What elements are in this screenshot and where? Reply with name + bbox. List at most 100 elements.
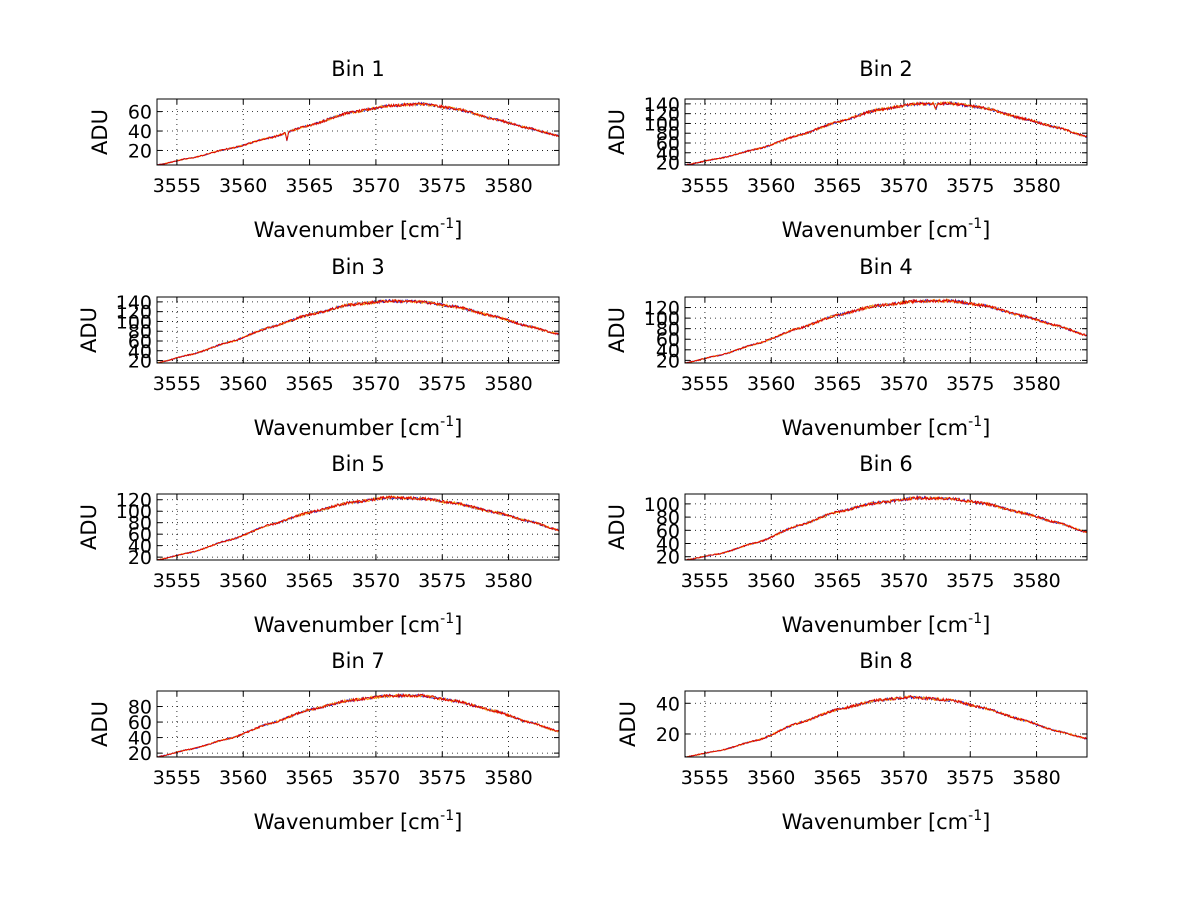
x-tick-label: 3575 bbox=[418, 373, 466, 395]
chart-title: Bin 8 bbox=[859, 649, 913, 673]
x-axis-label-suffix: ] bbox=[982, 613, 990, 637]
x-tick-label: 3565 bbox=[813, 570, 861, 592]
x-tick-label: 3580 bbox=[1012, 373, 1060, 395]
x-tick-label: 3570 bbox=[352, 570, 400, 592]
y-axis-label: ADU bbox=[77, 307, 101, 353]
y-tick-label: 40 bbox=[128, 728, 152, 750]
x-tick-label: 3565 bbox=[285, 767, 333, 789]
y-tick-label: 140 bbox=[116, 292, 152, 314]
axes-frame bbox=[684, 98, 1088, 166]
y-tick-label: 120 bbox=[116, 490, 152, 512]
chart-title: Bin 1 bbox=[331, 57, 385, 81]
y-tick-label: 80 bbox=[128, 697, 152, 719]
x-tick-label: 3555 bbox=[681, 373, 729, 395]
x-axis-label: Wavenumber [cm-1] bbox=[254, 414, 463, 440]
x-tick-label: 3580 bbox=[1012, 570, 1060, 592]
x-tick-label: 3555 bbox=[681, 175, 729, 197]
y-axis-label: ADU bbox=[88, 109, 112, 155]
x-tick-label: 3560 bbox=[747, 373, 795, 395]
spectrum-line-red bbox=[684, 495, 1088, 561]
x-tick-label: 3575 bbox=[946, 767, 994, 789]
y-tick-label: 20 bbox=[656, 153, 680, 175]
x-tick-label: 3575 bbox=[418, 175, 466, 197]
x-axis-label-suffix: ] bbox=[454, 218, 462, 242]
x-tick-label: 3580 bbox=[1012, 175, 1060, 197]
x-axis-label-suffix: ] bbox=[982, 810, 990, 834]
y-tick-label: 40 bbox=[656, 340, 680, 362]
y-tick-label: 20 bbox=[128, 743, 152, 765]
axes-frame bbox=[684, 493, 1088, 561]
axes-frame bbox=[156, 690, 560, 758]
x-axis-label-main: Wavenumber [cm bbox=[254, 218, 440, 242]
x-axis-label-main: Wavenumber [cm bbox=[782, 810, 968, 834]
spectrum-line-red bbox=[684, 100, 1088, 166]
x-axis-label-main: Wavenumber [cm bbox=[254, 613, 440, 637]
y-tick-label: 40 bbox=[656, 693, 680, 715]
axes-frame bbox=[684, 296, 1088, 364]
y-tick-label: 40 bbox=[128, 121, 152, 143]
y-tick-label: 60 bbox=[128, 524, 152, 546]
x-axis-label-superscript: -1 bbox=[968, 414, 982, 430]
y-axis-label: ADU bbox=[88, 701, 112, 747]
x-axis-label: Wavenumber [cm-1] bbox=[782, 808, 991, 834]
spectrum-line-red bbox=[156, 102, 560, 166]
y-tick-label: 20 bbox=[656, 350, 680, 372]
x-tick-label: 3555 bbox=[681, 570, 729, 592]
x-tick-label: 3570 bbox=[880, 570, 928, 592]
y-axis-label: ADU bbox=[605, 307, 629, 353]
x-axis-label: Wavenumber [cm-1] bbox=[782, 216, 991, 242]
x-axis-label-superscript: -1 bbox=[968, 808, 982, 824]
y-tick-label: 80 bbox=[128, 513, 152, 535]
y-tick-label: 40 bbox=[128, 341, 152, 363]
x-axis-label: Wavenumber [cm-1] bbox=[782, 611, 991, 637]
x-tick-label: 3565 bbox=[813, 175, 861, 197]
chart-title: Bin 4 bbox=[859, 255, 913, 279]
y-tick-label: 20 bbox=[128, 140, 152, 162]
y-tick-label: 100 bbox=[644, 113, 680, 135]
x-tick-label: 3560 bbox=[747, 767, 795, 789]
spectrum-line-red bbox=[685, 695, 1088, 758]
x-axis-label: Wavenumber [cm-1] bbox=[782, 414, 991, 440]
y-tick-label: 60 bbox=[128, 712, 152, 734]
y-tick-label: 40 bbox=[656, 143, 680, 165]
x-axis-label-main: Wavenumber [cm bbox=[782, 218, 968, 242]
x-tick-label: 3555 bbox=[681, 767, 729, 789]
y-tick-label: 60 bbox=[656, 329, 680, 351]
x-tick-label: 3565 bbox=[285, 175, 333, 197]
x-tick-label: 3555 bbox=[153, 767, 201, 789]
y-tick-label: 120 bbox=[644, 104, 680, 126]
y-tick-label: 140 bbox=[644, 94, 680, 116]
chart-bin-2: 3555 3560 3565 3570 3575 3580 2040608010012014… bbox=[605, 57, 1088, 242]
x-tick-label: 3555 bbox=[153, 570, 201, 592]
y-tick-label: 60 bbox=[656, 520, 680, 542]
spectrum-line-red bbox=[156, 298, 560, 364]
x-tick-label: 3565 bbox=[285, 373, 333, 395]
y-tick-label: 120 bbox=[116, 302, 152, 324]
x-tick-label: 3575 bbox=[418, 767, 466, 789]
y-tick-label: 20 bbox=[656, 724, 680, 746]
chart-title: Bin 5 bbox=[331, 452, 385, 476]
x-tick-label: 3560 bbox=[747, 175, 795, 197]
x-axis-label-main: Wavenumber [cm bbox=[782, 613, 968, 637]
chart-title: Bin 6 bbox=[859, 452, 913, 476]
x-tick-label: 3570 bbox=[352, 175, 400, 197]
y-tick-label: 40 bbox=[128, 536, 152, 558]
x-tick-label: 3560 bbox=[747, 570, 795, 592]
y-tick-label: 40 bbox=[656, 534, 680, 556]
x-axis-label-superscript: -1 bbox=[968, 216, 982, 232]
x-tick-label: 3570 bbox=[352, 373, 400, 395]
y-axis-label: ADU bbox=[605, 504, 629, 550]
spectrum-line-red bbox=[156, 692, 560, 758]
x-axis-label-superscript: -1 bbox=[440, 611, 454, 627]
x-axis-label-suffix: ] bbox=[454, 810, 462, 834]
x-tick-label: 3555 bbox=[153, 175, 201, 197]
y-tick-label: 60 bbox=[128, 102, 152, 124]
chart-title: Bin 2 bbox=[859, 57, 913, 81]
x-axis-label-superscript: -1 bbox=[440, 216, 454, 232]
x-axis-label-suffix: ] bbox=[454, 416, 462, 440]
x-axis-label: Wavenumber [cm-1] bbox=[254, 808, 463, 834]
x-axis-label-superscript: -1 bbox=[968, 611, 982, 627]
chart-bin-3: 3555 3560 3565 3570 3575 3580 2040608010012014… bbox=[77, 255, 560, 440]
